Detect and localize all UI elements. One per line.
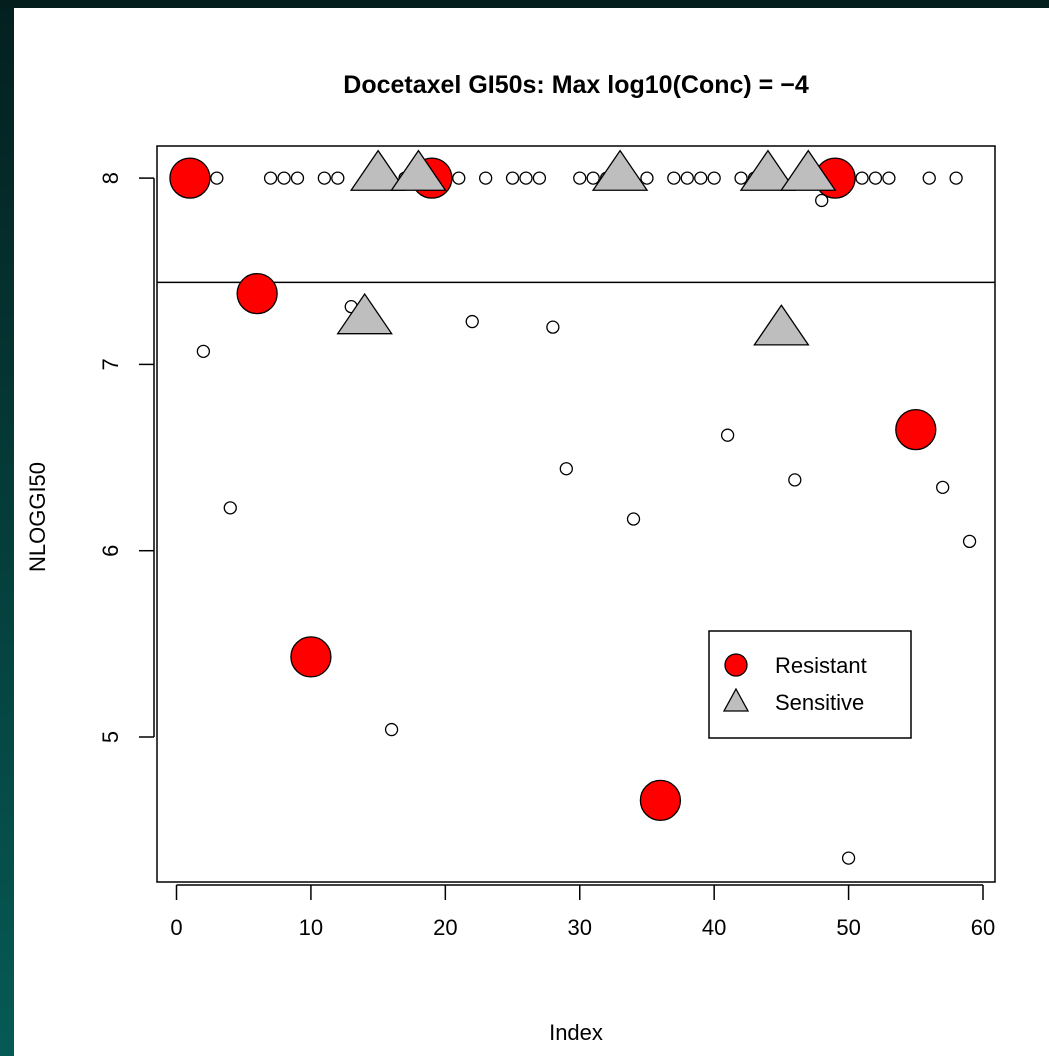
legend-resistant-label: Resistant	[775, 653, 867, 678]
point-other	[734, 171, 748, 185]
point-sensitive	[390, 149, 447, 191]
point-other	[922, 171, 936, 185]
point-resistant	[639, 779, 682, 821]
point-other	[331, 171, 345, 185]
legend-sensitive-marker	[722, 687, 750, 712]
x-tick-label: 30	[568, 915, 592, 940]
point-sensitive	[753, 304, 810, 346]
point-other	[667, 171, 681, 185]
x-tick-label: 20	[433, 915, 457, 940]
point-other	[720, 428, 735, 442]
legend: Resistant Sensitive	[708, 630, 912, 739]
x-axis-label: Index	[549, 1020, 603, 1045]
y-axis-label: NLOGGI50	[25, 462, 50, 572]
point-other	[317, 171, 332, 185]
point-other	[573, 171, 587, 185]
chart-title: Docetaxel GI50s: Max log10(Conc) = −4	[343, 71, 809, 99]
point-resistant	[290, 636, 332, 678]
point-other	[707, 171, 721, 185]
x-tick-label: 0	[170, 915, 182, 940]
point-other	[223, 501, 237, 515]
legend-sensitive-label: Sensitive	[775, 690, 864, 715]
point-other	[855, 171, 869, 185]
point-other	[196, 344, 211, 359]
point-other	[210, 171, 224, 185]
point-other	[519, 171, 533, 185]
point-other	[936, 480, 950, 495]
point-other	[882, 171, 896, 185]
point-other	[868, 171, 883, 185]
point-other	[505, 171, 520, 185]
point-other	[949, 171, 963, 185]
y-tick-label: 7	[98, 358, 123, 370]
point-other	[626, 512, 641, 526]
point-other	[546, 320, 560, 334]
point-other	[479, 171, 493, 185]
point-other	[384, 722, 399, 737]
point-resistant	[169, 157, 211, 199]
legend-box	[708, 630, 912, 739]
plot-border	[156, 145, 996, 883]
point-sensitive	[780, 149, 837, 191]
point-other	[694, 171, 708, 185]
point-other	[680, 171, 694, 185]
y-tick-label: 8	[98, 172, 123, 184]
point-other	[263, 171, 278, 185]
y-tick-label: 5	[98, 731, 123, 743]
window-edge-top	[0, 0, 1049, 8]
window-edge-left	[0, 0, 14, 1056]
point-sensitive	[349, 149, 407, 191]
point-other	[962, 534, 977, 549]
legend-resistant-marker	[724, 653, 748, 677]
x-tick-label: 40	[702, 915, 726, 940]
point-other	[465, 314, 479, 329]
point-resistant	[236, 272, 278, 315]
axes-group: 0 10 20 30 40 50 60 5 6 7 8	[98, 145, 996, 940]
data-points	[169, 149, 977, 865]
point-sensitive	[336, 292, 393, 335]
point-other	[841, 851, 856, 865]
point-resistant	[895, 408, 937, 451]
point-sensitive	[739, 149, 797, 191]
y-tick-label: 6	[98, 545, 123, 557]
x-tick-label: 10	[299, 915, 323, 940]
x-tick-label: 60	[971, 915, 995, 940]
point-other	[788, 473, 802, 487]
point-other	[452, 171, 466, 185]
point-other	[277, 171, 291, 185]
point-other	[532, 171, 547, 185]
point-other	[290, 171, 305, 185]
point-other	[586, 171, 600, 185]
point-other	[559, 462, 573, 476]
point-sensitive	[591, 149, 649, 191]
point-other	[815, 193, 829, 208]
point-other	[640, 171, 654, 185]
x-tick-label: 50	[836, 915, 860, 940]
